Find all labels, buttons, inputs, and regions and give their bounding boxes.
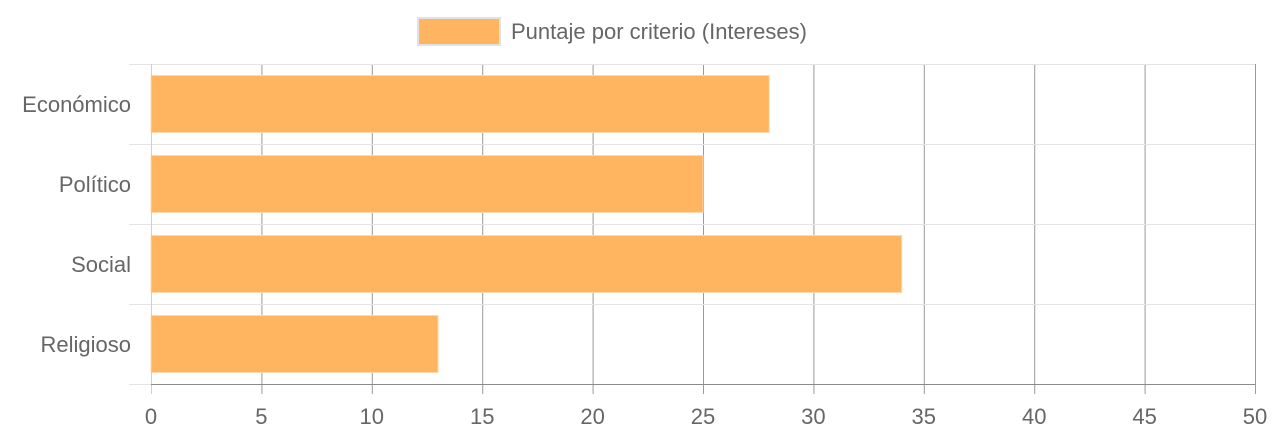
y-axis-labels: Económico Político Social Religioso [22,92,131,357]
axes [151,64,1255,394]
legend-swatch[interactable] [417,17,501,46]
y-tick-label: Religioso [41,332,132,357]
legend[interactable]: Puntaje por criterio (Intereses) [417,17,807,46]
y-tick-label: Económico [22,92,131,117]
legend-label[interactable]: Puntaje por criterio (Intereses) [511,19,807,44]
y-tick-label: Político [59,172,131,197]
x-tick-label: 30 [801,404,825,429]
x-tick-label: 25 [691,404,715,429]
x-tick-label: 20 [580,404,604,429]
x-axis-labels: 0 5 10 15 20 25 30 35 40 45 50 [145,404,1267,429]
y-tick-label: Social [71,252,131,277]
x-tick-label: 0 [145,404,157,429]
x-tick-label: 5 [255,404,267,429]
x-tick-label: 35 [912,404,936,429]
bar[interactable] [150,155,704,213]
bar[interactable] [150,235,903,293]
bar[interactable] [150,315,439,373]
x-tick-label: 15 [470,404,494,429]
x-tick-label: 10 [360,404,384,429]
x-tick-label: 45 [1132,404,1156,429]
x-tick-label: 50 [1243,404,1267,429]
x-tick-label: 40 [1022,404,1046,429]
bars [150,75,903,373]
bar[interactable] [150,75,770,133]
